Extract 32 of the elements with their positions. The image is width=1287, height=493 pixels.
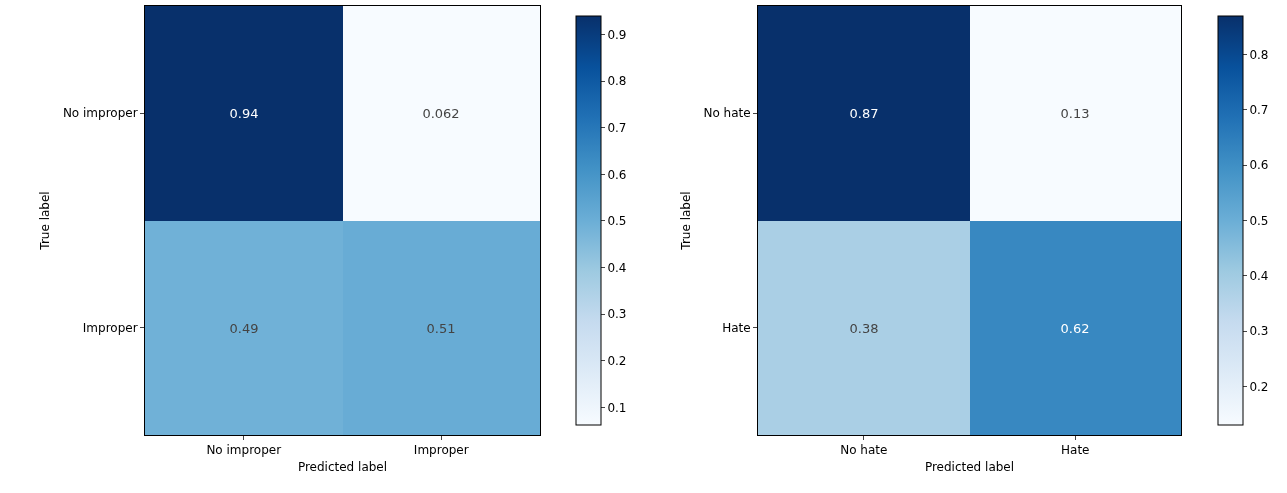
data-label: 0.62: [1060, 320, 1090, 336]
data-label: 0.87: [849, 105, 879, 121]
color-bar-label: 0.7: [1249, 103, 1269, 118]
color-bar-label: 0.5: [1249, 213, 1269, 228]
data-label: 0.062: [422, 105, 460, 121]
data-label: 0.49: [229, 320, 259, 336]
color-bar-label: 0.6: [1249, 158, 1269, 173]
x-axis-title: Predicted label: [924, 460, 1015, 475]
color-bar-label: 0.9: [607, 27, 627, 42]
color-bar-label: 0.3: [607, 307, 627, 322]
data-label: 0.51: [426, 320, 456, 336]
y-axis-title: True label: [678, 191, 693, 251]
x-tick-label: Hate: [1061, 443, 1090, 458]
color-bar-label: 0.7: [607, 121, 627, 135]
color-bar-label: 0.8: [1249, 47, 1269, 62]
x-tick-label: No improper: [206, 443, 282, 458]
x-axis-title: Predicted label: [297, 460, 388, 475]
color-bar-label: 0.4: [607, 260, 627, 275]
x-tick-label: No hate: [840, 443, 888, 458]
x-tick-label: Improper: [413, 443, 469, 458]
data-label: 0.13: [1060, 105, 1090, 121]
color-bar-label: 0.5: [607, 214, 627, 229]
color-bar-label: 0.2: [607, 353, 627, 368]
data-label: 0.94: [229, 105, 259, 121]
data-label: 0.38: [849, 320, 879, 336]
color-bar-label: 0.3: [1249, 324, 1269, 339]
y-axis-title: True label: [38, 191, 53, 251]
color-bar-label: 0.4: [1249, 268, 1269, 283]
color-bar-label: 0.1: [607, 400, 627, 415]
color-bar-label: 0.2: [1249, 379, 1269, 394]
color-bar-label: 0.6: [607, 167, 627, 182]
color-bar-label: 0.8: [607, 74, 627, 89]
